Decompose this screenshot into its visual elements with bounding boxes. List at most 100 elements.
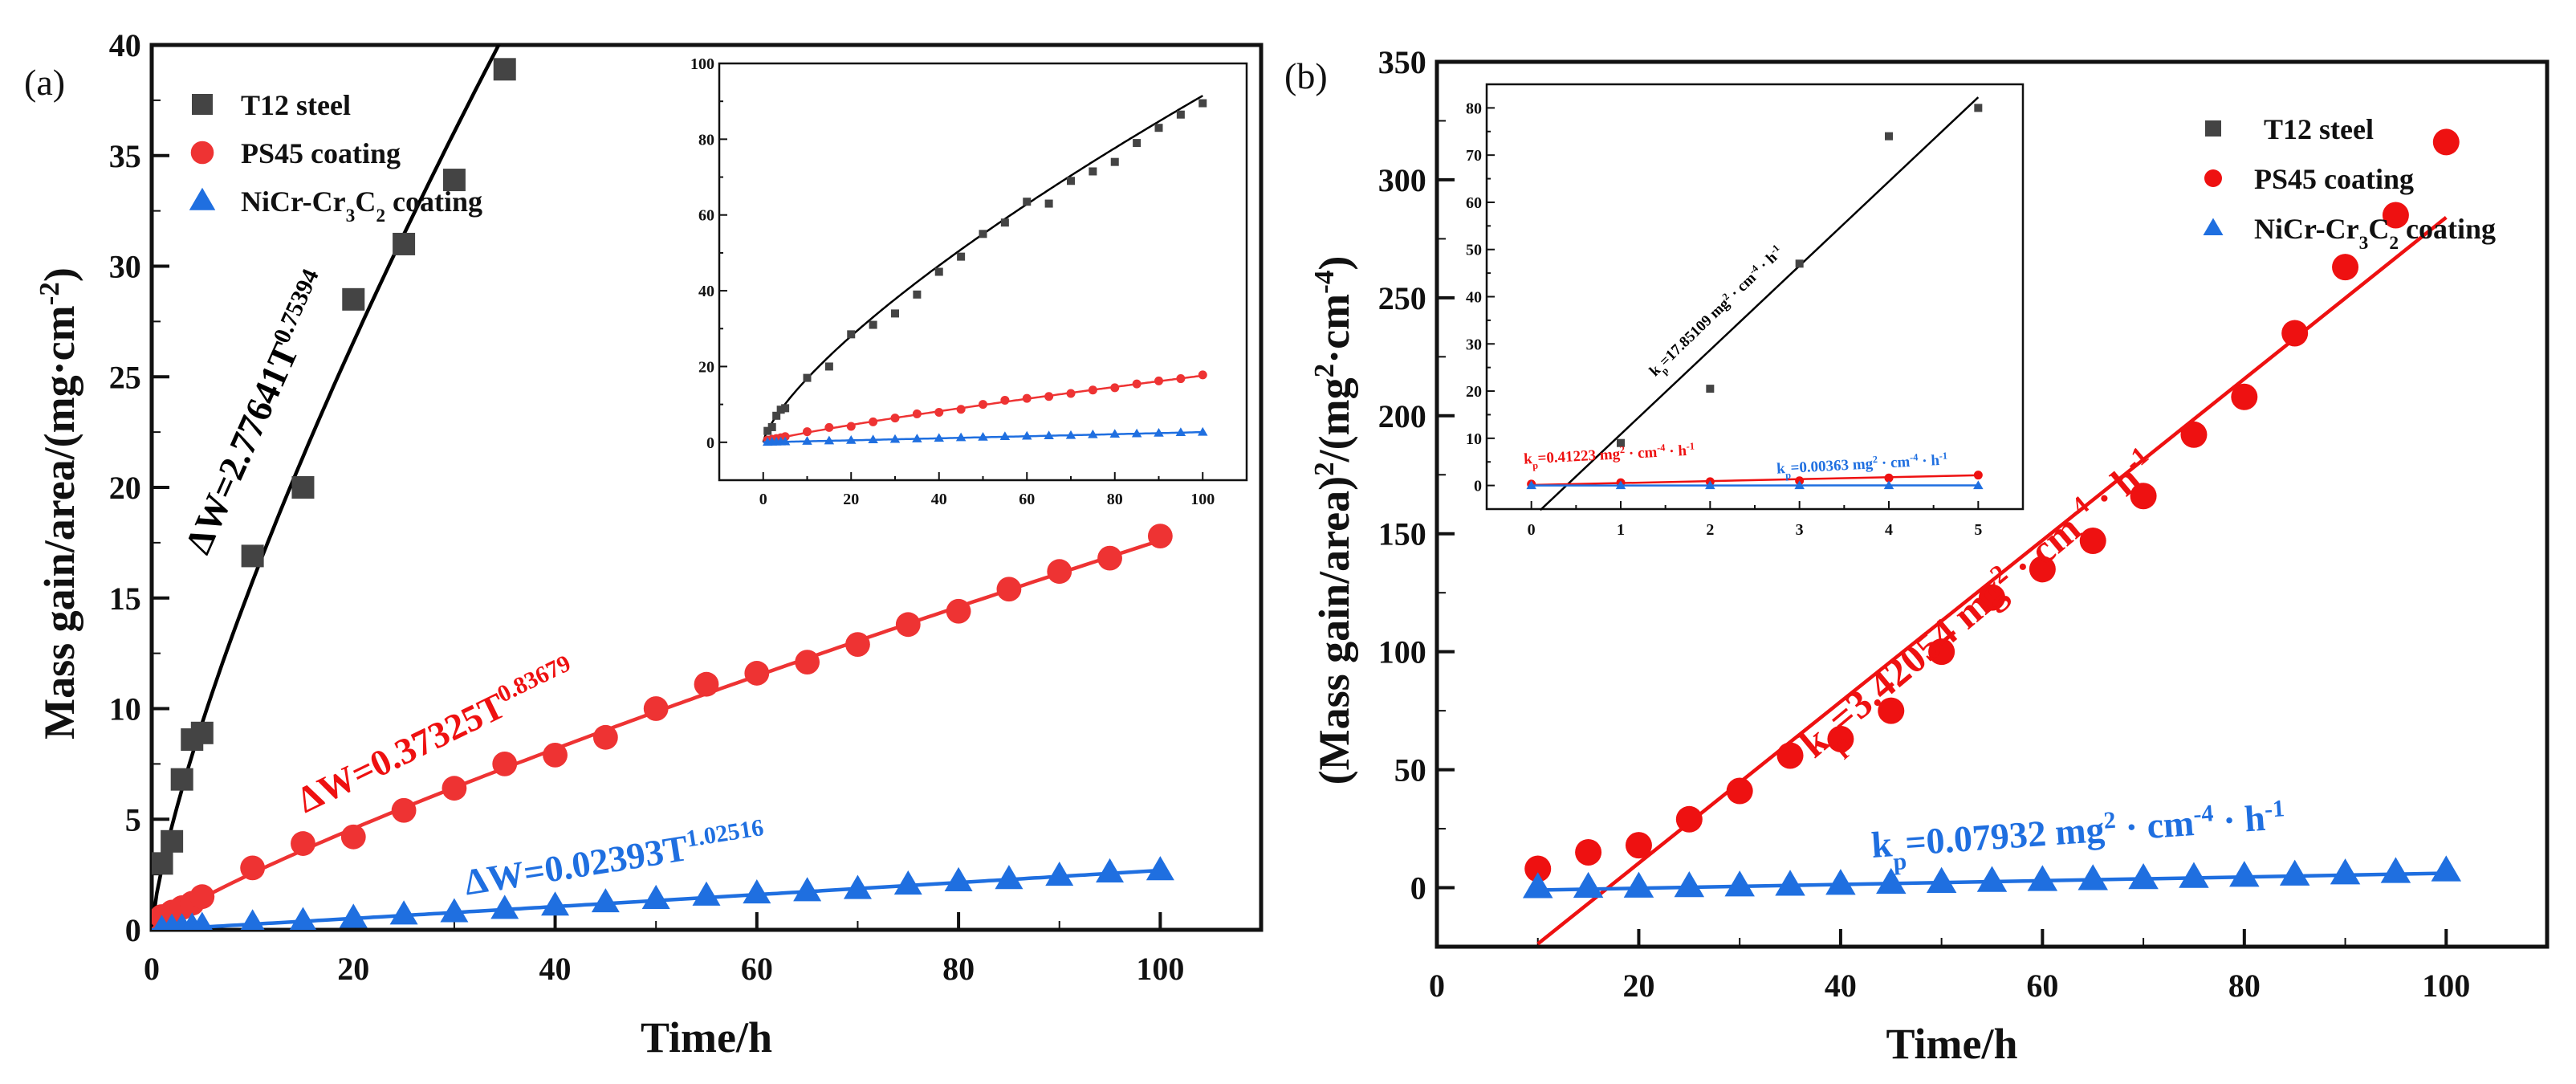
inset-kp-annotation-part: -1	[1686, 440, 1695, 452]
data-point	[1827, 725, 1854, 752]
data-point	[1724, 870, 1755, 897]
data-point	[161, 829, 184, 853]
x-tick-label: 0	[759, 491, 767, 508]
data-point	[442, 169, 466, 192]
y-tick-label: 200	[1378, 398, 1426, 434]
inset-data-point	[1705, 480, 1715, 490]
inset-data-point	[891, 309, 899, 318]
x-tick-label: 80	[942, 951, 975, 987]
inset-data-point	[824, 435, 835, 445]
data-point	[340, 824, 366, 850]
data-point	[1096, 858, 1125, 882]
inset-data-point	[1110, 157, 1119, 166]
data-point	[170, 768, 193, 791]
inset-data-point	[1794, 480, 1805, 490]
kp-annotation-part: -1	[2264, 795, 2285, 823]
inset-series	[1526, 480, 1984, 490]
data-point	[1573, 871, 1604, 899]
y-tick-label: 30	[109, 249, 141, 285]
fit-equation-part: 0.83679	[493, 650, 575, 707]
data-point	[591, 888, 620, 913]
inset-data-point	[1973, 480, 1984, 490]
x-tick-label: 100	[2422, 968, 2470, 1004]
y-tick-label: 0	[1410, 870, 1426, 907]
data-point	[2380, 857, 2411, 883]
data-point	[692, 881, 721, 906]
inset-data-point	[1198, 426, 1208, 436]
inset-data-point	[846, 422, 856, 431]
inset-data-point	[1883, 480, 1894, 490]
inset-data-point	[934, 408, 944, 418]
y-axis-title-part: )	[1310, 256, 1358, 271]
plot-area	[1522, 128, 2462, 946]
inset-data-point	[868, 434, 878, 444]
legend-label: NiCr-Cr3C2 coating	[241, 185, 482, 226]
inset-data-point	[1044, 430, 1054, 440]
data-point	[1979, 584, 2005, 611]
inset-data-point	[1154, 376, 1163, 385]
kp-annotation-part: =0.07932 mg	[1904, 809, 2106, 863]
series-nicr-cr3c2-coating	[1522, 855, 2462, 899]
data-point	[995, 865, 1023, 890]
legend-label-part: coating	[385, 185, 482, 218]
inset-data-point	[1795, 259, 1804, 268]
inset-data-point	[1198, 370, 1207, 380]
inset-data-point	[776, 405, 785, 414]
legend-label: T12 steel	[2264, 113, 2374, 145]
legend-label-part: PS45 coating	[241, 137, 401, 169]
inset-data-point	[1132, 379, 1141, 389]
inset-data-point	[912, 434, 922, 442]
inset-data-point	[1133, 139, 1141, 148]
data-point	[442, 776, 467, 801]
data-point	[289, 907, 317, 930]
inset-data-point	[781, 404, 790, 413]
y-tick-label: 0	[125, 912, 141, 948]
legend-label-part: 3	[346, 206, 356, 226]
data-point	[843, 874, 872, 899]
inset-kp-annotation-part: · cm	[1625, 444, 1658, 463]
data-point	[1726, 777, 1753, 805]
data-point	[2128, 863, 2159, 890]
y-tick-label: 5	[125, 801, 141, 837]
legend-marker	[2205, 120, 2221, 137]
data-point	[944, 866, 973, 891]
y-tick-label: 0	[706, 434, 714, 452]
inset-data-point	[1022, 430, 1032, 440]
inset-data-point	[1884, 473, 1894, 483]
y-tick-label: 100	[690, 55, 714, 73]
y-tick-label: 20	[109, 470, 141, 506]
legend-label-part: NiCr-Cr	[241, 185, 346, 218]
data-point	[2027, 865, 2058, 891]
inset-kp-annotation-part: · h	[1665, 442, 1687, 460]
y-axis-title-part: )	[35, 267, 83, 282]
x-tick-label: 0	[144, 951, 160, 987]
data-point	[1146, 856, 1174, 881]
inset-kp-annotation-part: · h	[1918, 452, 1940, 470]
y-tick-label: 250	[1378, 280, 1426, 316]
series-t12-steel	[152, 45, 516, 930]
inset-kp-annotation-part: p	[1532, 460, 1539, 471]
inset-data-point	[1973, 471, 1983, 480]
kp-annotation-part: · cm	[2114, 802, 2195, 849]
y-tick-label: 20	[698, 358, 714, 376]
legend-marker	[190, 141, 214, 165]
kp-annotation-part: =3.42054 mg	[1819, 568, 2014, 743]
x-tick-label: 20	[843, 491, 859, 508]
inset-bg	[1487, 84, 2023, 509]
inset-data-point	[1067, 177, 1075, 185]
data-point	[490, 895, 519, 919]
legend-label-part: PS45 coating	[2254, 163, 2414, 195]
inset-data-point	[1088, 385, 1097, 395]
data-point	[241, 544, 264, 568]
legend-label: T12 steel	[241, 89, 351, 121]
data-point	[339, 903, 368, 928]
inset-kp-annotation: kp=0.41223 mg2 · cm-4 · h-1	[1524, 440, 1696, 471]
y-tick-label: 0	[1474, 478, 1482, 495]
x-tick-label: 60	[741, 951, 773, 987]
data-point	[189, 884, 215, 910]
inset-data-point	[772, 411, 781, 420]
kp-annotation-part: k	[1870, 823, 1894, 866]
inset-data-point	[912, 409, 922, 418]
data-point	[2332, 254, 2359, 281]
inset-bg	[719, 63, 1247, 480]
